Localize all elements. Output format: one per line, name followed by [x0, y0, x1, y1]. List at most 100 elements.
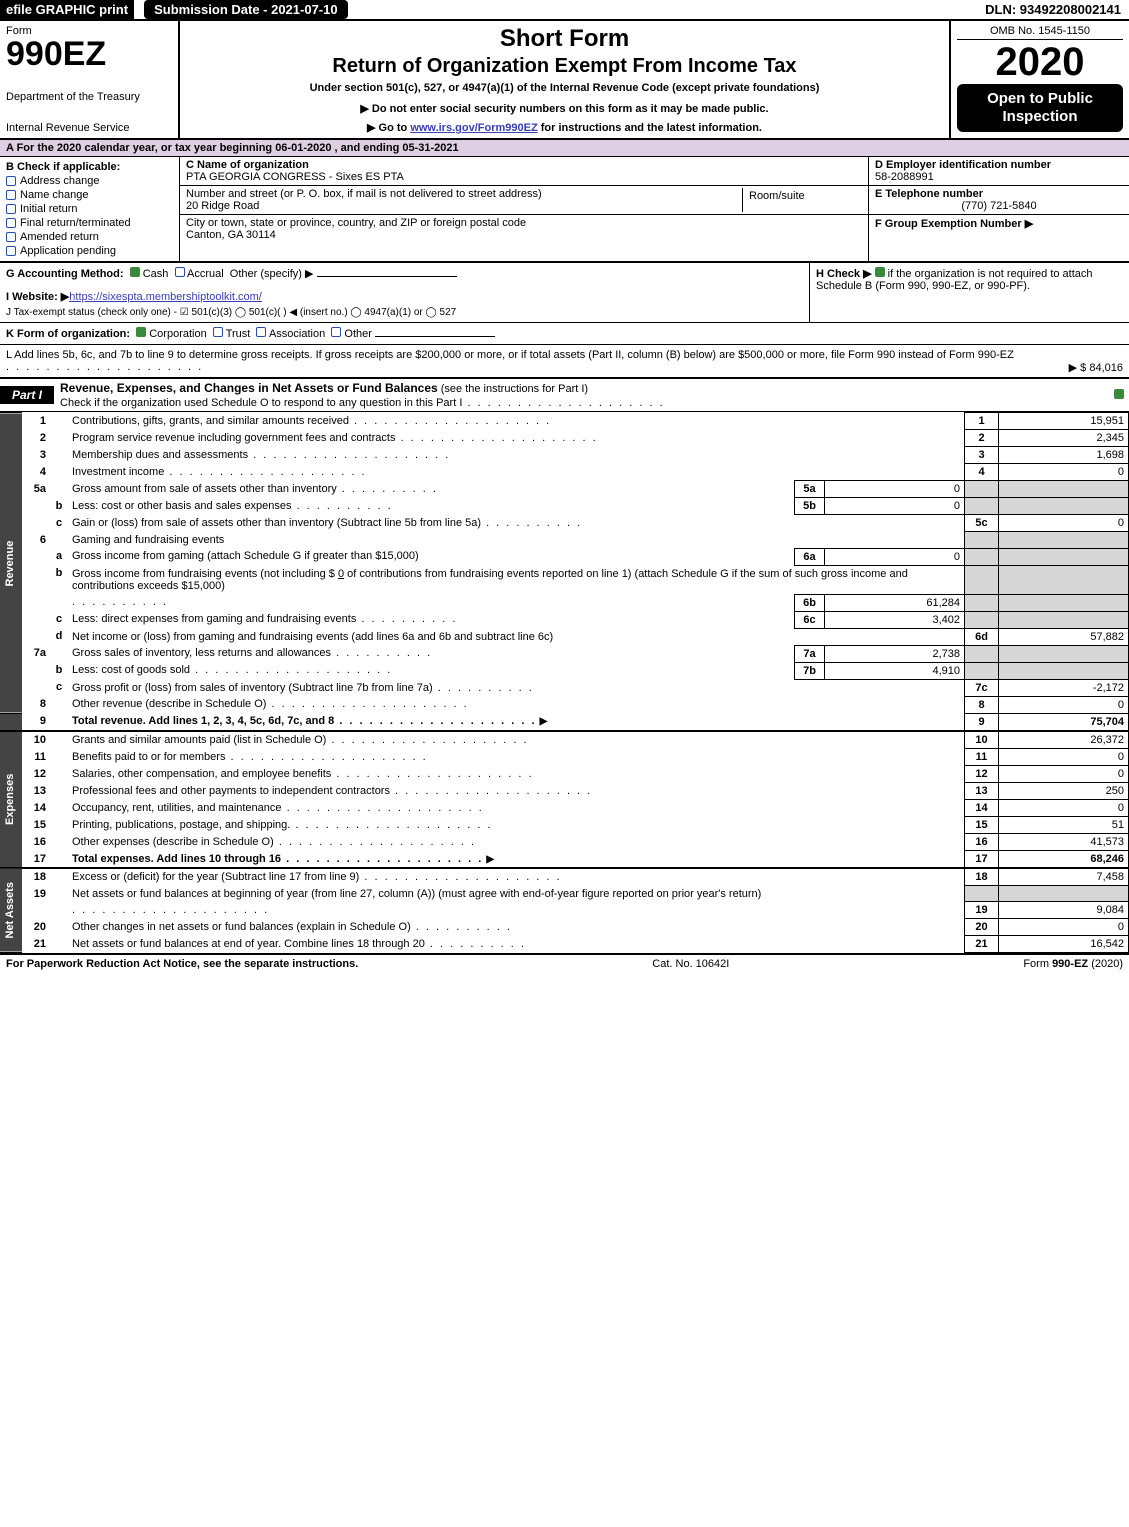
checkbox-icon[interactable]: [6, 232, 16, 242]
k-other-blank[interactable]: [375, 336, 495, 337]
line-ref: 14: [965, 800, 999, 817]
line-val: 16,542: [999, 936, 1129, 953]
line-desc: Benefits paid to or for members: [72, 751, 225, 763]
checkbox-icon[interactable]: [331, 327, 341, 337]
checkbox-icon[interactable]: [6, 176, 16, 186]
dots: [337, 483, 438, 495]
line-val-shade: [999, 481, 1129, 498]
short-form-title: Short Form: [186, 25, 943, 53]
checkbox-icon[interactable]: [6, 246, 16, 256]
chk-application-pending: Application pending: [20, 245, 116, 257]
line-ref-shade: [965, 565, 999, 594]
phone-value: (770) 721-5840: [875, 200, 1123, 212]
line-sub: b: [50, 498, 68, 515]
dots: [6, 361, 203, 373]
net-assets-tab: Net Assets: [0, 868, 22, 953]
line-num: 14: [22, 800, 50, 817]
line-ref: 21: [965, 936, 999, 953]
checkbox-icon[interactable]: [256, 327, 266, 337]
g-label: G Accounting Method:: [6, 268, 124, 280]
line-ref-shade: [965, 886, 999, 902]
line-val: 2,345: [999, 430, 1129, 447]
line-desc: Other expenses (describe in Schedule O): [72, 836, 274, 848]
checkbox-checked-icon[interactable]: [130, 267, 140, 277]
form-header: Form 990EZ Department of the Treasury In…: [0, 21, 1129, 140]
line-ref: 5c: [965, 515, 999, 532]
line-ref: 3: [965, 447, 999, 464]
arrow-icon: [540, 715, 551, 727]
g-cash: Cash: [143, 268, 169, 280]
line-ref: 4: [965, 464, 999, 481]
line-val: 57,882: [999, 628, 1129, 645]
line-num: 17: [22, 851, 50, 869]
dept-irs: Internal Revenue Service: [6, 122, 172, 134]
return-title: Return of Organization Exempt From Incom…: [186, 55, 943, 78]
line-val-shade: [999, 645, 1129, 662]
g-other: Other (specify) ▶: [230, 268, 314, 280]
line-num: 15: [22, 817, 50, 834]
checkbox-checked-icon[interactable]: [136, 327, 146, 337]
part1-schedule-o-checkbox[interactable]: [1109, 388, 1129, 402]
irs-link[interactable]: www.irs.gov/Form990EZ: [410, 122, 537, 134]
line-sub: d: [50, 628, 68, 645]
line-sub: c: [50, 515, 68, 532]
line-desc: Gross sales of inventory, less returns a…: [72, 647, 331, 659]
form-ref: Form 990-EZ (2020): [1023, 958, 1123, 970]
k-label: K Form of organization:: [6, 328, 130, 340]
revenue-tab: Revenue: [0, 413, 22, 714]
k-trust: Trust: [226, 328, 251, 340]
g-other-blank[interactable]: [317, 276, 457, 277]
dots: [281, 853, 483, 865]
line-desc: Investment income: [72, 466, 164, 478]
dots: [481, 517, 582, 529]
ein-value: 58-2088991: [875, 171, 934, 183]
line-desc: Occupancy, rent, utilities, and maintena…: [72, 802, 282, 814]
inline-val: 61,284: [825, 594, 965, 611]
line-desc: Gross profit or (loss) from sales of inv…: [72, 682, 433, 694]
form-ref-pre: Form: [1023, 958, 1052, 970]
omb-number: OMB No. 1545-1150: [957, 25, 1123, 40]
line-desc: Printing, publications, postage, and shi…: [72, 819, 290, 831]
dots: [225, 751, 427, 763]
line-ref: 6d: [965, 628, 999, 645]
d-ein-label: D Employer identification number: [875, 159, 1051, 171]
line-val-shade: [999, 498, 1129, 515]
line-ref: 16: [965, 834, 999, 851]
line-val: 1,698: [999, 447, 1129, 464]
inline-val: 0: [825, 481, 965, 498]
checkbox-icon[interactable]: [6, 218, 16, 228]
inline-ref: 7a: [795, 645, 825, 662]
chk-initial-return: Initial return: [20, 203, 77, 215]
i-label: I Website: ▶: [6, 291, 69, 303]
line-num: 9: [22, 713, 50, 731]
ghij-left: G Accounting Method: Cash Accrual Other …: [0, 263, 809, 322]
line-desc: Less: cost or other basis and sales expe…: [72, 500, 292, 512]
entity-block: B Check if applicable: Address change Na…: [0, 157, 1129, 263]
inline-val: 4,910: [825, 662, 965, 679]
dots: [462, 397, 664, 409]
dots: [331, 647, 432, 659]
line-num: 5a: [22, 481, 50, 498]
checkbox-checked-icon[interactable]: [875, 267, 885, 277]
website-link[interactable]: https://sixespta.membershiptoolkit.com/: [69, 291, 262, 303]
header-center: Short Form Return of Organization Exempt…: [180, 21, 949, 138]
line-val: 0: [999, 766, 1129, 783]
checkbox-icon[interactable]: [175, 267, 185, 277]
line-val: 26,372: [999, 731, 1129, 749]
checkbox-icon[interactable]: [6, 190, 16, 200]
line-num: 8: [22, 696, 50, 713]
line-val: 0: [999, 749, 1129, 766]
checkbox-icon[interactable]: [213, 327, 223, 337]
line-num: 12: [22, 766, 50, 783]
cat-no: Cat. No. 10642I: [358, 958, 1023, 970]
line-ref: 17: [965, 851, 999, 869]
checkbox-icon[interactable]: [6, 204, 16, 214]
dln: DLN: 93492208002141: [985, 2, 1129, 17]
efile-print-label[interactable]: efile GRAPHIC print: [0, 0, 134, 19]
dots: [164, 466, 366, 478]
line-desc: Gain or (loss) from sale of assets other…: [72, 517, 481, 529]
line-sub: c: [50, 679, 68, 696]
dept-treasury: Department of the Treasury: [6, 91, 172, 103]
dots: [266, 698, 468, 710]
line-ref: 11: [965, 749, 999, 766]
